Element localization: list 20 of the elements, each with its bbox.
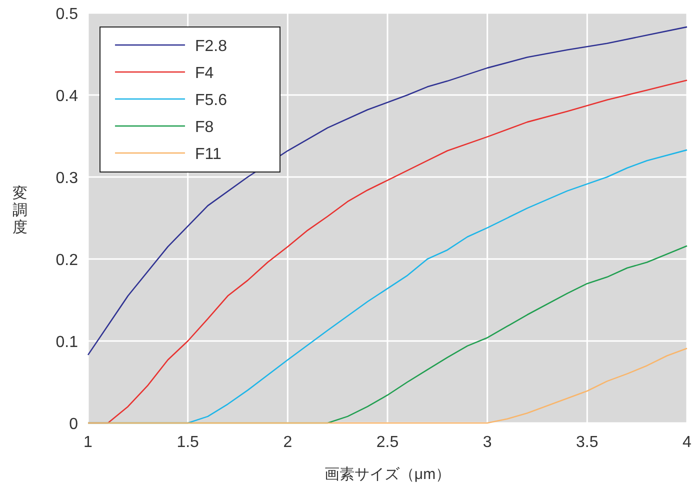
legend-item: F11 <box>195 146 222 163</box>
x-tick: 4 <box>682 434 692 451</box>
y-tick: 0.3 <box>56 170 78 187</box>
x-tick: 3.5 <box>576 434 598 451</box>
legend-item: F8 <box>195 119 214 136</box>
y-label: 変調度 <box>12 185 28 236</box>
y-tick: 0.2 <box>56 252 78 269</box>
x-tick: 2.5 <box>376 434 399 451</box>
y-tick: 0 <box>69 416 78 433</box>
y-tick: 0.4 <box>56 88 78 105</box>
legend-item: F5.6 <box>195 92 228 109</box>
x-label: 画素サイズ（μm） <box>324 466 451 483</box>
y-tick: 0.5 <box>56 6 78 23</box>
legend-item: F2.8 <box>195 38 228 55</box>
y-tick: 0.1 <box>56 334 78 351</box>
x-tick: 1.5 <box>176 434 199 451</box>
x-tick: 1 <box>84 434 92 451</box>
x-tick: 3 <box>482 434 492 451</box>
x-tick: 2 <box>283 434 292 451</box>
legend-item: F4 <box>195 65 214 82</box>
